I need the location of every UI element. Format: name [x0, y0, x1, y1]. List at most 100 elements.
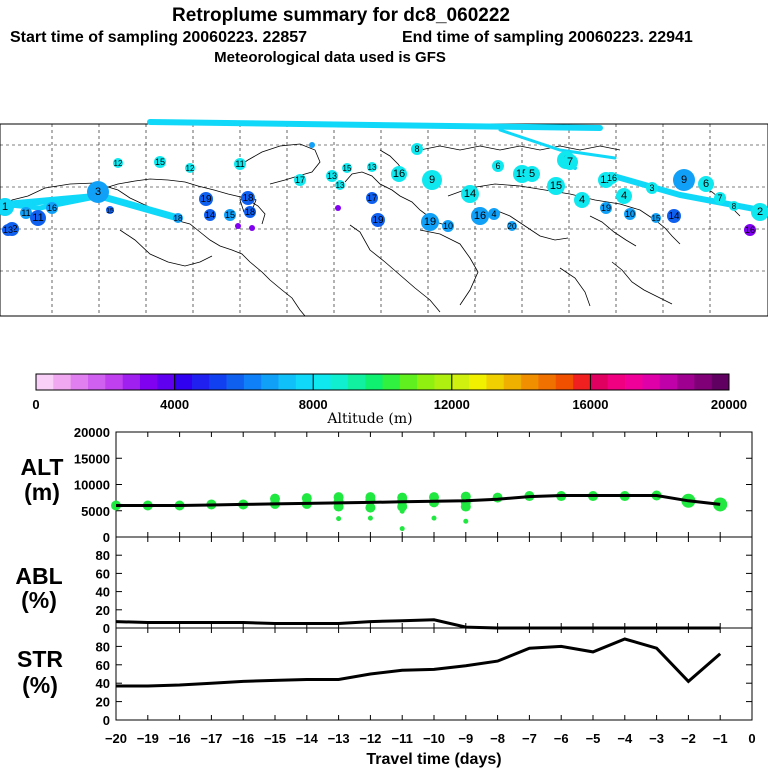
- trajectory-day-label: 18: [245, 207, 255, 217]
- colorbar-cell: [711, 374, 730, 390]
- x-tick-label: −13: [328, 731, 350, 746]
- altitude-colorbar: 0 4000 8000 12000 16000 20000 Altitude (m): [32, 373, 747, 427]
- trajectory-marker-dot: [366, 192, 378, 204]
- colorbar-cell: [503, 374, 522, 390]
- colorbar-cell: [607, 374, 626, 390]
- trajectory-marker-dot: [391, 166, 407, 182]
- colorbar-cell: [434, 374, 453, 390]
- trajectory-day-label: 15: [155, 157, 165, 167]
- trajectory-marker-dot: [224, 209, 236, 221]
- trajectory-day-label: 16: [607, 173, 617, 183]
- trajectory-marker: 9: [422, 170, 442, 190]
- trajectory-marker-dot: [335, 180, 345, 190]
- trajectory-day-label: 7: [567, 156, 573, 168]
- trajectory-marker-dot: [0, 198, 14, 216]
- map-panel: 1121111163151215121819141518181117131315…: [0, 119, 768, 317]
- y-tick-label: 40: [96, 585, 110, 600]
- trajectory-day-label: 11: [21, 208, 30, 218]
- trajectory-marker: 1: [0, 198, 14, 216]
- trajectory-marker-dot: [698, 176, 714, 192]
- trajectory-marker-dot: [488, 208, 500, 220]
- trajectory-marker: 8: [729, 201, 739, 211]
- panel-unit-label: (%): [22, 672, 58, 698]
- trajectory-marker: 6: [492, 160, 504, 172]
- trajectory-day-label: 10: [625, 209, 635, 219]
- trajectory-marker: 4: [616, 188, 632, 204]
- trajectory-marker-dot: [751, 203, 768, 221]
- trajectory-marker: 15: [106, 206, 114, 215]
- colorbar-cell: [243, 374, 262, 390]
- trajectory-day-label: 13: [327, 171, 337, 181]
- trajectory-marker: 19: [600, 202, 612, 214]
- x-tick-label: −11: [392, 731, 413, 746]
- trajectory-marker-dot: [2, 224, 14, 236]
- panel-frame: [115, 627, 753, 721]
- trajectory-marker-dot: [199, 192, 213, 206]
- trajectory-marker: [235, 223, 241, 229]
- altitude-point: [463, 518, 469, 524]
- trajectory-marker: 12: [113, 158, 123, 168]
- trajectory-marker: 14: [461, 185, 479, 203]
- trajectory-marker-dot: [471, 207, 489, 225]
- trajectory-marker-dot: [714, 192, 726, 204]
- x-tick-label: −6: [554, 731, 569, 746]
- colorbar-cell: [642, 374, 661, 390]
- trajectory-day-label: 11: [600, 174, 611, 186]
- trajectory-marker: 11: [30, 210, 46, 226]
- trajectory-marker: 15: [651, 213, 661, 223]
- trajectory-marker: 18: [241, 191, 255, 205]
- trajectory-marker: 2: [751, 203, 768, 221]
- colorbar-cell: [122, 374, 141, 390]
- colorbar-cell: [347, 374, 366, 390]
- y-tick-label: 0: [103, 621, 110, 636]
- altitude-point: [460, 491, 471, 502]
- trajectory-marker: 11: [234, 158, 246, 170]
- trajectory-day-label: 16: [393, 168, 405, 180]
- x-tick-label: −5: [586, 731, 601, 746]
- colorbar-tick-label: 16000: [572, 397, 608, 412]
- trajectory-day-label: 3: [649, 183, 654, 193]
- colorbar-tick-label: 8000: [299, 397, 328, 412]
- y-tick-label: 20000: [74, 425, 110, 440]
- trajectory-marker-dot: [371, 213, 385, 227]
- trajectory-day-label: 8: [732, 202, 737, 211]
- colorbar-cell: [157, 374, 175, 390]
- trajectory-day-label: 17: [367, 193, 377, 203]
- trajectory-day-label: 19: [200, 194, 212, 205]
- colorbar-cell: [261, 374, 279, 390]
- panel-unit-label: (m): [24, 479, 60, 505]
- trajectory-marker-dot: [87, 181, 109, 203]
- trajectory-marker-dot: [461, 185, 479, 203]
- trajectory-marker: 5: [524, 166, 540, 182]
- trajectory-day-label: 15: [550, 180, 562, 192]
- panel-frame: [115, 536, 753, 629]
- start-time-label: Start time of sampling 20060223. 22857: [10, 29, 307, 46]
- trajectory-day-label: 8: [414, 144, 419, 154]
- trajectory-marker-dot: [326, 170, 338, 182]
- y-tick-label: 0: [103, 530, 110, 545]
- trajectory-day-label: 19: [372, 215, 384, 226]
- trajectory-marker: 7: [562, 154, 578, 170]
- trajectory-day-label: 14: [668, 211, 680, 222]
- trajectory-day-label: 1: [2, 201, 8, 213]
- trajectory-marker-dot: [335, 205, 341, 211]
- altitude-point: [429, 492, 439, 503]
- x-tick-label: −16: [232, 731, 254, 746]
- panel-title: ALT: [20, 454, 63, 480]
- trajectory-marker: 19: [371, 213, 385, 227]
- colorbar-cell: [330, 374, 349, 390]
- y-tick-label: 10000: [74, 478, 110, 493]
- trajectory-marker: 3: [646, 182, 658, 194]
- trajectory-day-label: 9: [681, 174, 687, 186]
- trajectory-marker-dot: [20, 207, 32, 219]
- trajectory-marker-dot: [342, 163, 352, 173]
- colorbar-cell: [486, 374, 505, 390]
- trajectory-marker-dot: [294, 174, 306, 186]
- trajectory-day-label: 4: [621, 190, 627, 202]
- trajectory-marker: 15: [224, 209, 236, 221]
- trajectory-marker-dot: [244, 206, 256, 218]
- trajectory-marker-dot: [667, 209, 681, 223]
- x-tick-label: −20: [105, 731, 127, 746]
- trajectory-marker: 4: [488, 208, 500, 220]
